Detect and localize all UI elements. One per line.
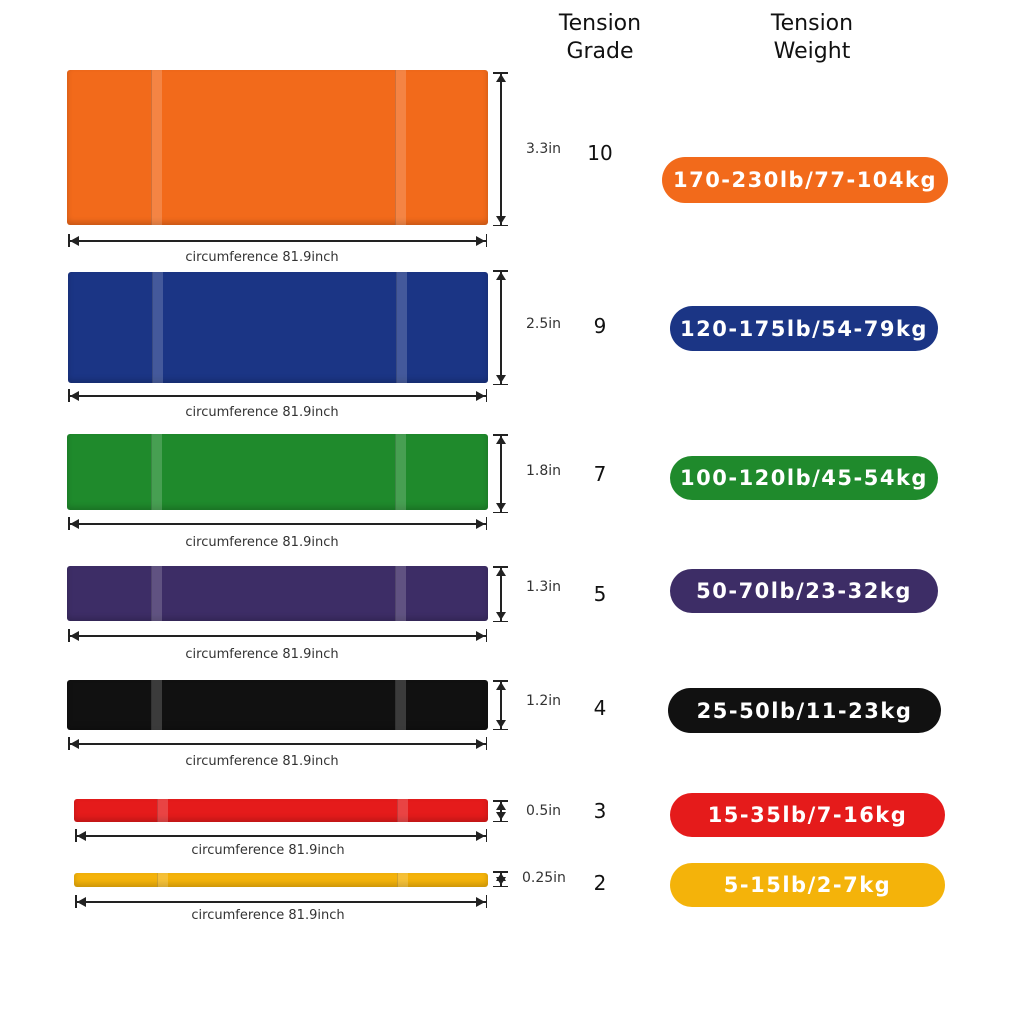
tension-weight-badge: 120-175lb/54-79kg	[670, 306, 938, 351]
arrowhead-icon	[476, 519, 485, 529]
arrowhead-icon	[496, 568, 506, 576]
circumference-arrow	[68, 738, 487, 749]
band-loop	[395, 272, 407, 383]
circumference-label: circumference 81.9inch	[185, 405, 339, 420]
band-4	[67, 680, 488, 730]
band-loop	[151, 434, 163, 510]
circumference-arrow	[75, 896, 487, 907]
tension-grade: 9	[593, 314, 607, 338]
arrowhead-icon	[496, 682, 506, 690]
width-arrow	[494, 566, 506, 622]
width-arrow	[494, 270, 506, 385]
header-tension-grade: Tension Grade	[558, 11, 642, 64]
arrowhead-icon	[496, 877, 506, 885]
width-label: 1.3in	[526, 579, 562, 595]
tension-grade: 2	[593, 871, 607, 895]
band-10	[67, 70, 488, 225]
arrowhead-icon	[70, 739, 79, 749]
width-arrow	[494, 72, 506, 226]
arrowhead-icon	[496, 436, 506, 444]
circumference-arrow	[75, 830, 487, 841]
band-loop	[156, 799, 168, 822]
arrowhead-icon	[476, 739, 485, 749]
tension-weight-badge: 5-15lb/2-7kg	[670, 863, 945, 907]
band-7	[67, 434, 488, 510]
circumference-arrow	[68, 235, 487, 246]
circumference-label: circumference 81.9inch	[191, 843, 345, 858]
arrowhead-icon	[70, 631, 79, 641]
width-arrow	[494, 871, 506, 887]
circumference-label: circumference 81.9inch	[185, 647, 339, 662]
arrowhead-icon	[476, 391, 485, 401]
width-label: 1.2in	[526, 693, 562, 709]
width-arrow	[494, 434, 506, 513]
arrowhead-icon	[77, 897, 86, 907]
circumference-label: circumference 81.9inch	[185, 754, 339, 769]
arrowhead-icon	[476, 831, 485, 841]
circumference-label: circumference 81.9inch	[191, 908, 345, 923]
band-loop	[395, 566, 407, 621]
width-label: 0.5in	[526, 803, 562, 819]
arrowhead-icon	[496, 503, 506, 511]
arrowhead-icon	[476, 236, 485, 246]
circumference-arrow	[68, 390, 487, 401]
width-label: 0.25in	[522, 870, 566, 886]
arrowhead-icon	[476, 631, 485, 641]
width-arrow	[494, 800, 506, 822]
band-loop	[151, 680, 163, 730]
arrowhead-icon	[77, 831, 86, 841]
band-9	[68, 272, 488, 383]
arrowhead-icon	[70, 519, 79, 529]
width-label: 2.5in	[526, 316, 562, 332]
band-5	[67, 566, 488, 621]
tension-weight-badge: 25-50lb/11-23kg	[668, 688, 941, 733]
header-tension-weight: Tension Weight	[770, 11, 854, 64]
arrowhead-icon	[496, 612, 506, 620]
tension-weight-badge: 15-35lb/7-16kg	[670, 793, 945, 837]
arrowhead-icon	[70, 391, 79, 401]
band-loop	[396, 873, 408, 887]
tension-grade: 3	[593, 799, 607, 823]
width-label: 1.8in	[526, 463, 562, 479]
band-loop	[151, 70, 163, 225]
width-label: 3.3in	[526, 141, 562, 157]
arrowhead-icon	[496, 812, 506, 820]
circumference-arrow	[68, 630, 487, 641]
width-arrow	[494, 680, 506, 730]
arrowhead-icon	[496, 272, 506, 280]
circumference-label: circumference 81.9inch	[185, 535, 339, 550]
band-loop	[156, 873, 168, 887]
circumference-arrow	[68, 518, 487, 529]
band-loop	[396, 799, 408, 822]
circumference-label: circumference 81.9inch	[185, 250, 339, 265]
tension-weight-badge: 170-230lb/77-104kg	[662, 157, 948, 203]
tension-grade: 10	[587, 141, 613, 165]
tension-weight-badge: 100-120lb/45-54kg	[670, 456, 938, 500]
tension-weight-badge: 50-70lb/23-32kg	[670, 569, 938, 613]
band-loop	[151, 566, 163, 621]
arrowhead-icon	[496, 216, 506, 224]
band-2	[74, 873, 488, 887]
arrowhead-icon	[496, 74, 506, 82]
band-3	[74, 799, 488, 822]
band-loop	[395, 680, 407, 730]
tension-grade: 4	[593, 696, 607, 720]
band-loop	[395, 70, 407, 225]
band-loop	[152, 272, 163, 383]
arrowhead-icon	[70, 236, 79, 246]
arrowhead-icon	[496, 802, 506, 810]
tension-grade: 7	[593, 462, 607, 486]
band-loop	[395, 434, 407, 510]
arrowhead-icon	[496, 375, 506, 383]
tension-grade: 5	[593, 582, 607, 606]
arrowhead-icon	[476, 897, 485, 907]
arrowhead-icon	[496, 720, 506, 728]
